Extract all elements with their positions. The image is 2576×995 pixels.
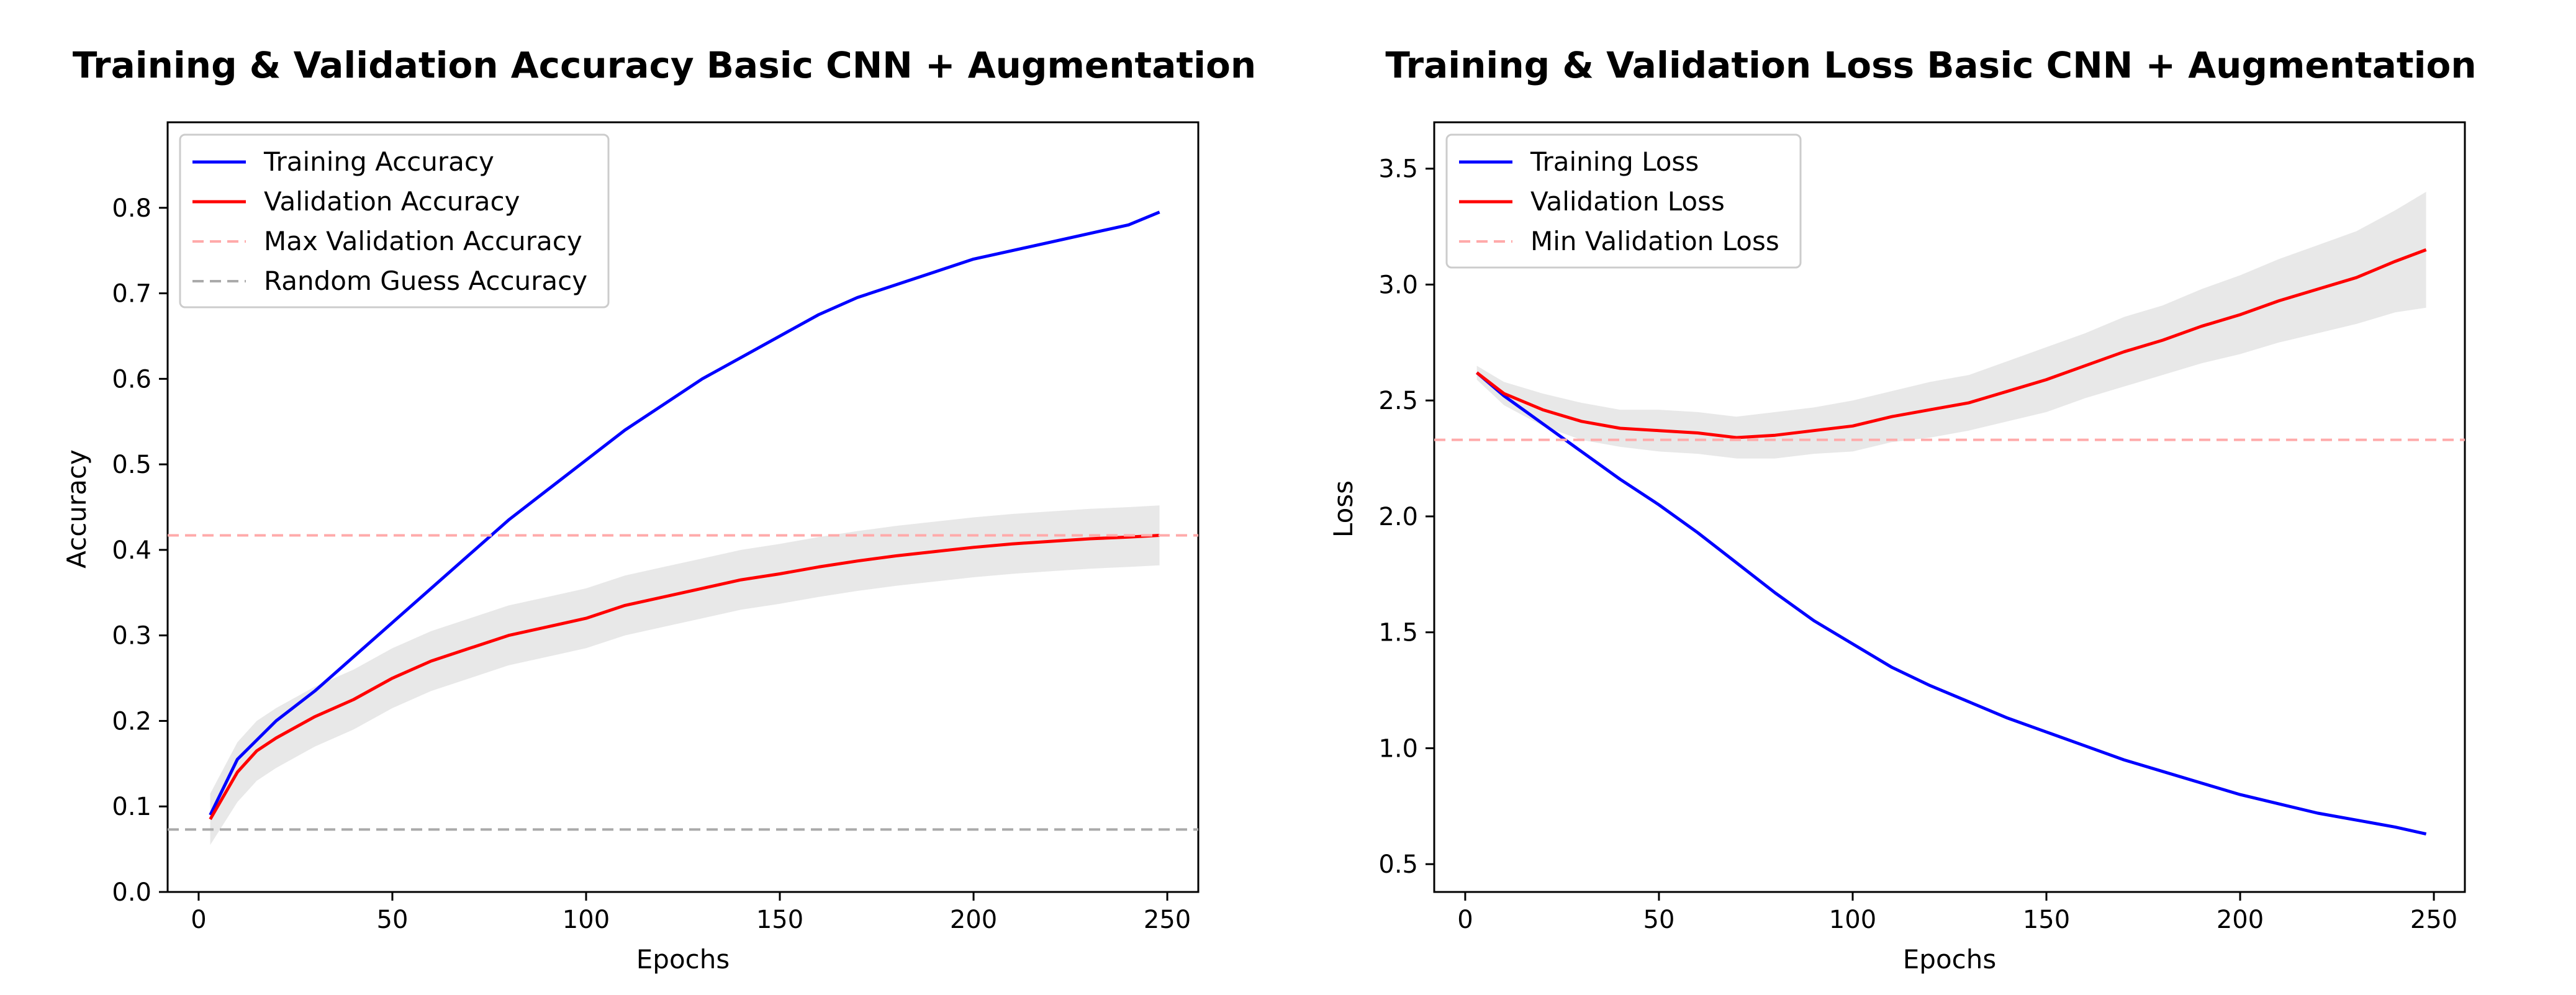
loss-y-tick-label-3.5: 3.5 [1378, 155, 1418, 184]
loss-x-axis-label: Epochs [1903, 944, 1997, 975]
accuracy-y-axis-label: Accuracy [61, 449, 92, 569]
loss-plot-area [1433, 121, 2466, 893]
accuracy-y-tick-label-0.5: 0.5 [112, 451, 151, 479]
loss-y-ticks: 0.5 1.0 1.5 2.0 2.5 3.0 3.5 [1378, 155, 1434, 879]
accuracy-x-tick-label-250: 250 [1144, 906, 1191, 934]
accuracy-x-tick-label-0: 0 [191, 906, 206, 934]
loss-y-tick-label-2: 2.0 [1378, 503, 1418, 531]
loss-x-tick-label-150: 150 [2023, 906, 2070, 934]
accuracy-x-tick-label-50: 50 [377, 906, 409, 934]
loss-legend-box [1445, 133, 1802, 269]
accuracy-y-tick-label-0: 0.0 [112, 878, 151, 907]
loss-x-tick-label-200: 200 [2217, 906, 2264, 934]
loss-x-tick-label-100: 100 [1829, 906, 1876, 934]
training-accuracy-legend-label: Training Accuracy [263, 146, 494, 177]
validation-accuracy-legend-label: Validation Accuracy [264, 186, 520, 217]
accuracy-x-tick-label-100: 100 [563, 906, 610, 934]
accuracy-y-ticks: 0.0 0.1 0.2 0.3 0.4 0.5 0.6 0.7 0.8 [112, 194, 168, 907]
accuracy-y-tick-label-0.2: 0.2 [112, 707, 151, 736]
validation-accuracy-band [210, 505, 1160, 845]
accuracy-x-ticks: 0 50 100 150 200 250 [191, 892, 1191, 934]
validation-loss-line [1476, 248, 2427, 439]
loss-x-tick-label-50: 50 [1643, 906, 1675, 934]
accuracy-y-tick-label-0.4: 0.4 [112, 536, 151, 565]
loss-y-tick-label-0.5: 0.5 [1378, 850, 1418, 879]
max-validation-accuracy-legend-label: Max Validation Accuracy [264, 226, 582, 256]
accuracy-y-tick-label-0.3: 0.3 [112, 622, 151, 651]
validation-loss-legend-label: Validation Loss [1530, 186, 1725, 217]
accuracy-y-tick-label-0.6: 0.6 [112, 365, 151, 394]
accuracy-y-tick-label-0.1: 0.1 [112, 793, 151, 821]
accuracy-chart-title: Training & Validation Accuracy Basic CNN… [73, 44, 1256, 86]
loss-y-tick-label-3: 3.0 [1378, 271, 1418, 299]
accuracy-y-tick-label-0.7: 0.7 [112, 280, 151, 308]
loss-chart-title: Training & Validation Loss Basic CNN + A… [1385, 44, 2476, 86]
accuracy-x-tick-label-150: 150 [756, 906, 803, 934]
accuracy-x-axis-label: Epochs [636, 944, 730, 975]
loss-series-lines [1434, 248, 2465, 836]
accuracy-chart: Training & Validation Accuracy Basic CNN… [61, 44, 1256, 975]
loss-y-tick-label-2.5: 2.5 [1378, 387, 1418, 415]
loss-x-tick-label-250: 250 [2410, 906, 2457, 934]
accuracy-series-lines [168, 210, 1198, 831]
loss-y-tick-label-1.5: 1.5 [1378, 619, 1418, 647]
training-loss-legend-label: Training Loss [1530, 146, 1699, 177]
training-accuracy-line [209, 210, 1160, 816]
min-validation-loss-legend-label: Min Validation Loss [1530, 226, 1779, 256]
accuracy-y-tick-label-0.8: 0.8 [112, 194, 151, 223]
validation-accuracy-band [210, 505, 1160, 845]
accuracy-x-tick-label-200: 200 [950, 906, 997, 934]
loss-chart: Training & Validation Loss Basic CNN + A… [1328, 44, 2477, 975]
random-guess-accuracy-legend-label: Random Guess Accuracy [264, 266, 587, 296]
loss-y-tick-label-1: 1.0 [1378, 734, 1418, 763]
loss-x-tick-label-0: 0 [1457, 906, 1473, 934]
accuracy-plot-area [166, 121, 1200, 893]
loss-legend: Training Loss Validation Loss Min Validati… [1445, 133, 1802, 269]
accuracy-legend-box [179, 133, 610, 308]
loss-y-axis-label: Loss [1328, 480, 1358, 538]
training-loss-line [1475, 371, 2427, 836]
loss-x-ticks: 0 50 100 150 200 250 [1457, 892, 2457, 934]
accuracy-legend: Training Accuracy Validation Accuracy Max … [179, 133, 610, 308]
